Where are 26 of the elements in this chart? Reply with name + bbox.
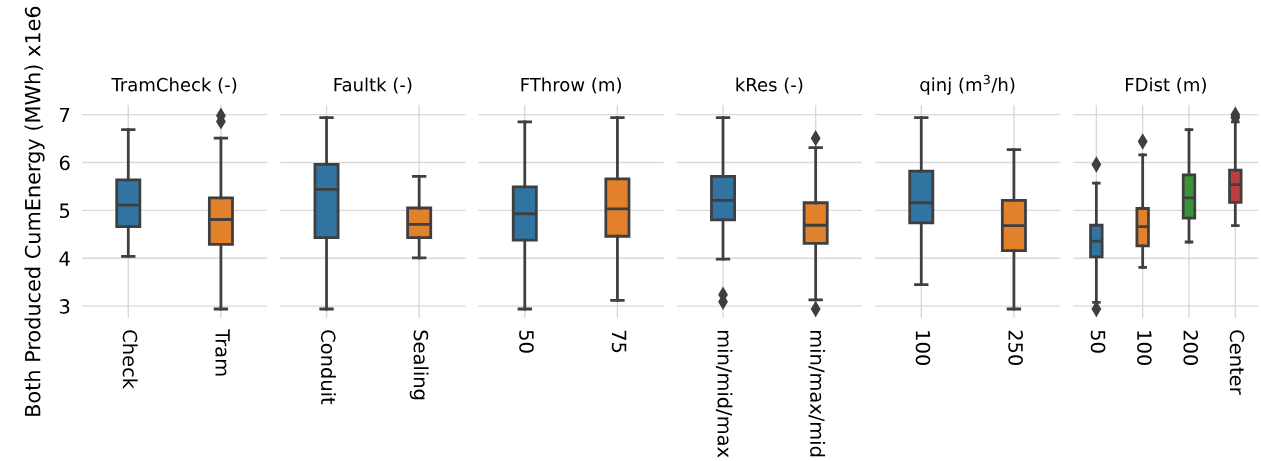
chart-title: kRes (-): [736, 77, 803, 94]
x-tick-label: 200: [1183, 330, 1199, 366]
y-tick-label: 5: [59, 203, 70, 219]
y-tick-label: 3: [59, 299, 70, 314]
y-tick-label: 7: [60, 107, 70, 123]
chart-title: FDist (m): [1126, 77, 1206, 94]
x-tick-label: min/max/mid: [808, 330, 826, 457]
chart-title: TramCheck (-): [111, 77, 237, 94]
chart-title: Faultk (-): [334, 77, 412, 94]
y-axis-title: Both Produced CumEnergy (MWh) x1e6: [24, 6, 45, 416]
x-tick-label: Check: [122, 330, 138, 389]
x-tick-label: Sealing: [409, 330, 429, 400]
x-tick-label: 50: [519, 330, 534, 353]
x-tick-label: 100: [915, 331, 931, 366]
chart-title: qinj (m$^{3}$/h): [920, 74, 1015, 95]
x-tick-label: min/mid/max: [715, 330, 733, 458]
x-tick-label: 100: [1137, 331, 1152, 366]
x-tick-label: Center: [1229, 330, 1245, 395]
x-tick-label: 250: [1008, 330, 1023, 366]
x-tick-label: Tram: [215, 329, 230, 376]
y-tick-label: 6: [59, 155, 70, 171]
x-tick-label: 75: [611, 330, 627, 353]
y-tick-label: 4: [59, 251, 70, 266]
x-tick-label: 50: [1090, 330, 1106, 353]
x-tick-label: Conduit: [320, 330, 336, 405]
chart-title: FThrow (m): [521, 77, 621, 94]
